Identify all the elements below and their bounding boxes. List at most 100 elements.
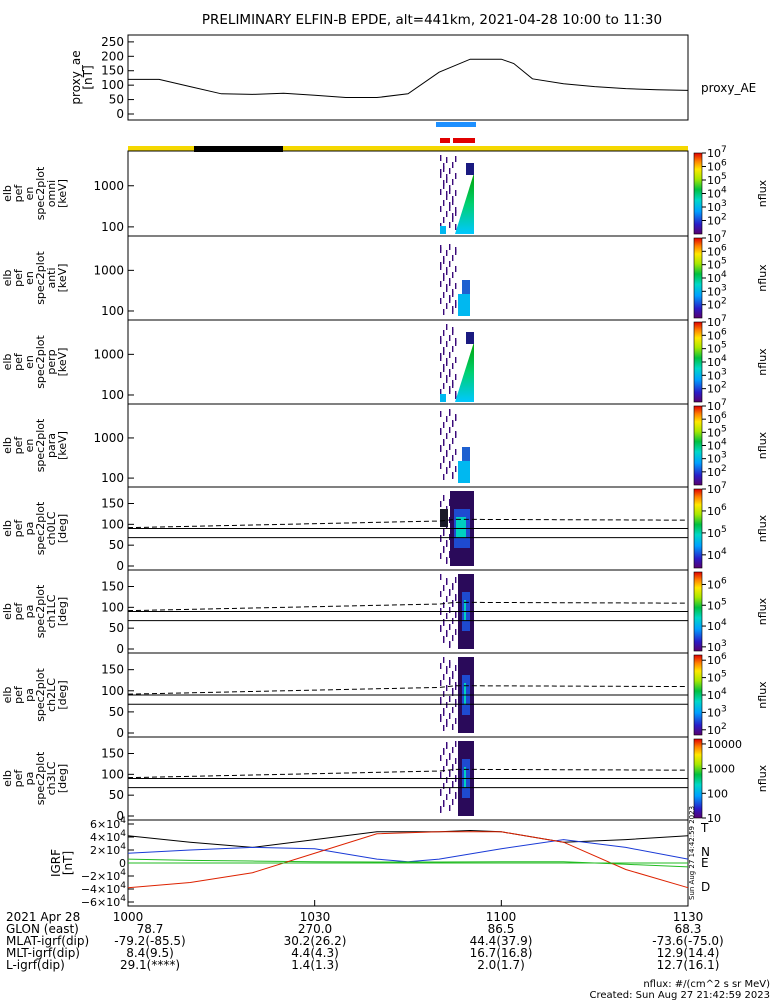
spectrogram-ylabel-line: elb — [1, 603, 14, 620]
spectrogram-flux-block — [462, 280, 470, 294]
spectrogram-sparse-pixel — [449, 427, 451, 433]
spectrogram-ylabel-line: [deg] — [56, 597, 69, 626]
pa-spectrogram-core — [456, 517, 466, 538]
colorbar-label: nflux — [756, 431, 769, 459]
time-axis-value: 4.4(4.3) — [291, 946, 339, 960]
spectrogram-ylabel-line: anti — [45, 267, 58, 288]
spectrogram-ylabel-line: pa — [23, 688, 36, 702]
spectrogram-sparse-pixel — [449, 386, 451, 392]
proxy-ae-tick-label: 150 — [101, 64, 124, 78]
spectrogram-sparse-pixel — [446, 578, 448, 584]
spectrogram-sparse-pixel — [443, 766, 445, 772]
spectrogram-sparse-pixel — [452, 707, 454, 713]
spectrogram-ylabel-line: elb — [1, 687, 14, 704]
spectrogram-ylabel-line: omni — [45, 180, 58, 207]
spectrogram-sparse-pixel — [449, 770, 451, 776]
spectrogram-sparse-pixel — [455, 466, 457, 472]
footer-created: Created: Sun Aug 27 21:42:59 2023 — [590, 990, 770, 1000]
spectrogram-sparse-pixel — [440, 806, 442, 812]
spectrogram-ylabel-line: spec2plot — [34, 751, 47, 805]
spectrogram-sparse-pixel — [455, 699, 457, 705]
colorbar — [693, 738, 703, 819]
colorbar-label: nflux — [756, 764, 769, 792]
spectrogram-sparse-pixel — [455, 718, 457, 724]
spectrogram-sparse-pixel — [449, 805, 451, 811]
spectrogram-sparse-pixel — [440, 625, 442, 631]
field-aligned-dashed-line — [127, 518, 689, 529]
spectrogram-sparse-pixel — [455, 741, 457, 747]
spectrogram-sparse-pixel — [440, 553, 442, 559]
spectrogram-ylabel-line: elb — [1, 770, 14, 787]
spectrogram-sparse-pixel — [452, 327, 454, 333]
spectrogram-sparse-pixel — [446, 702, 448, 708]
science-zone-bar-red — [453, 138, 475, 143]
spectrogram-ylabel-line: ch3LC — [45, 761, 58, 795]
spectrogram-sparse-pixel — [443, 217, 445, 223]
spectrogram-ytick-label: 150 — [101, 580, 124, 594]
colorbar-tick-label: 107 — [707, 481, 727, 496]
spectrogram-sparse-pixel — [446, 341, 448, 347]
spectrogram-sparse-pixel — [446, 267, 448, 273]
field-aligned-dashed-line — [127, 601, 689, 612]
time-axis-value: 8.4(9.5) — [126, 946, 174, 960]
spectrogram-ylabel-line: perp — [45, 349, 58, 374]
spectrogram-panel-anti — [127, 235, 689, 321]
spectrogram-sparse-pixel — [443, 256, 445, 262]
spectrogram-sparse-pixel — [446, 450, 448, 456]
spectrogram-sparse-pixel — [455, 629, 457, 635]
spectrogram-ytick-label: 50 — [109, 705, 124, 719]
spectrogram-sparse-pixel — [449, 624, 451, 630]
spectrogram-ylabel-line: pef — [12, 436, 25, 455]
igrf-ytick-label: 2×104 — [90, 842, 126, 857]
spectrogram-sparse-pixel — [446, 157, 448, 163]
spectrogram-sparse-pixel — [446, 467, 448, 473]
igrf-series-label-N: N — [701, 845, 710, 859]
spectrogram-sparse-pixel — [455, 665, 457, 671]
spectrogram-ylabel-line: pef — [12, 184, 25, 203]
spectrogram-sparse-pixel — [443, 748, 445, 754]
spectrogram-ylabel-line: pa — [23, 605, 36, 619]
spectrogram-ytick-label: 1000 — [93, 179, 124, 193]
spectrogram-sparse-pixel — [455, 449, 457, 455]
spectrogram-sparse-pixel — [455, 173, 457, 179]
time-axis-value: 1100 — [486, 910, 517, 924]
spectrogram-sparse-pixel — [440, 574, 442, 580]
spectrogram-sparse-pixel — [455, 594, 457, 600]
spectrogram-flux-block — [466, 332, 474, 344]
time-axis-value: 2.0(1.7) — [477, 958, 525, 972]
proxy-ae-tick-label: 100 — [101, 78, 124, 92]
spectrogram-ytick-label: 150 — [101, 663, 124, 677]
spectrogram-panel-omni — [127, 150, 689, 237]
colorbar-tick-label: 106 — [707, 327, 727, 342]
science-zone-bar-red — [440, 138, 450, 143]
spectrogram-ylabel-line: spec2plot — [34, 166, 47, 220]
time-axis-value: 86.5 — [488, 922, 515, 936]
igrf-line-N — [127, 839, 689, 863]
spectrogram-sparse-pixel — [449, 589, 451, 595]
spectrogram-ylabel-line: en — [23, 439, 36, 453]
spectrogram-sparse-pixel — [452, 438, 454, 444]
spectrogram-sparse-pixel — [449, 261, 451, 267]
spectrogram-sparse-pixel — [449, 660, 451, 666]
spectrogram-sparse-pixel — [449, 244, 451, 250]
spectrogram-ylabel-line: pef — [12, 685, 25, 704]
spectrogram-ylabel-line: pa — [23, 772, 36, 786]
spectrogram-sparse-pixel — [452, 747, 454, 753]
colorbar-tick-label: 105 — [707, 172, 727, 187]
colorbar-tick-label: 104 — [707, 547, 727, 562]
spectrogram-sparse-pixel — [455, 247, 457, 253]
colorbar-label: nflux — [756, 681, 769, 709]
time-axis-value: 30.2(26.2) — [284, 934, 347, 948]
igrf-ytick-label: −4×104 — [81, 881, 126, 896]
spectrogram-sparse-pixel — [443, 619, 445, 625]
colorbar-tick-label: 103 — [707, 367, 727, 382]
spectrogram-sparse-pixel — [443, 725, 445, 731]
spectrogram-sparse-pixel — [449, 278, 451, 284]
colorbar-tick-label: 107 — [707, 145, 727, 160]
spectrogram-sparse-pixel — [455, 338, 457, 344]
colorbar-tick-label: 102 — [707, 381, 727, 396]
spectrogram-sparse-pixel — [452, 671, 454, 677]
spectrogram-ylabel-line: pef — [12, 602, 25, 621]
spectrogram-ytick-label: 100 — [101, 517, 124, 531]
colorbar-tick-label: 1000 — [707, 763, 735, 776]
